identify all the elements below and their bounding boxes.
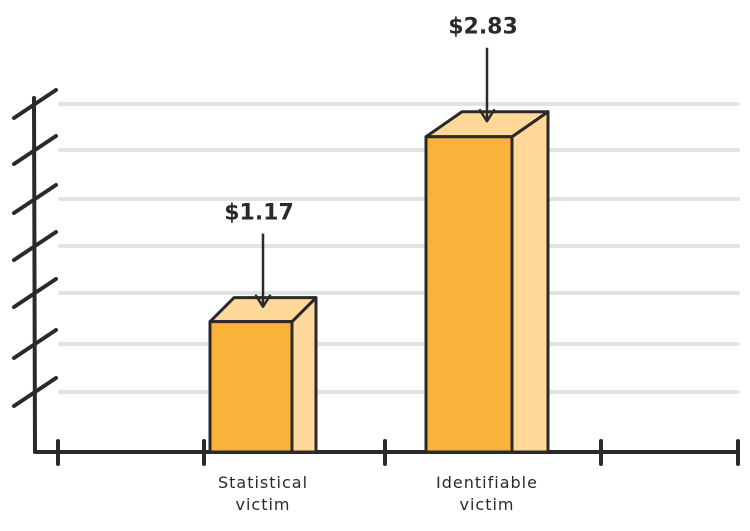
y-tick-3 (12, 230, 58, 262)
bar-1 (424, 110, 550, 454)
y-tick-2 (12, 183, 58, 215)
y-tick-5 (12, 328, 58, 360)
value-label-0: $1.17 (224, 201, 294, 226)
bar-side-1 (510, 110, 550, 454)
y-tick-0 (12, 88, 58, 120)
y-tick-4 (12, 277, 58, 309)
y-tick-1 (12, 134, 58, 166)
gridlines (58, 102, 740, 394)
bars (208, 110, 550, 454)
bar-0 (208, 296, 318, 454)
value-label-1: $2.83 (448, 15, 518, 40)
value-arrowhead-0 (254, 294, 272, 308)
y-tick-6 (12, 376, 58, 408)
bar-side-0 (290, 296, 318, 454)
value-arrowhead-1 (478, 108, 496, 123)
category-label-statistical: Statistical victim (217, 473, 309, 514)
category-label-identifiable: Identifiable victim (436, 473, 538, 514)
bar-front-0 (208, 320, 294, 454)
value-labels: $1.17 $2.83 (224, 15, 518, 308)
bar-front-1 (424, 135, 514, 454)
axes (12, 88, 740, 466)
